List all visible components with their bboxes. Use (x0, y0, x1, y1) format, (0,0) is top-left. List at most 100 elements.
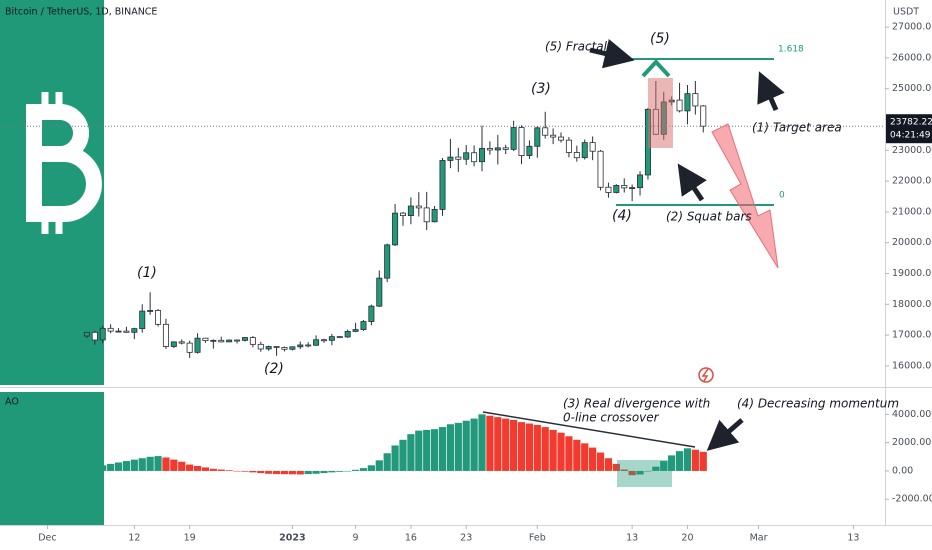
ao-bar (644, 470, 652, 472)
candle-body (83, 331, 90, 337)
candle-body (399, 212, 406, 217)
candle-body (360, 321, 367, 330)
price-box (886, 114, 932, 144)
ao-bar (225, 470, 233, 471)
arrow (706, 418, 744, 451)
candle-body (320, 339, 327, 342)
ao-bar (399, 439, 407, 471)
ao-bar (589, 447, 597, 471)
ao-bar (138, 458, 146, 471)
arrow (757, 71, 785, 112)
ao-bar (375, 460, 383, 471)
candle-body (139, 310, 146, 330)
ao-bar (107, 463, 115, 471)
candle-body (605, 186, 612, 193)
candle-body (313, 339, 320, 346)
y-tick-label: 26000.00 (892, 52, 932, 63)
ao-bar (170, 459, 178, 471)
candle-body (131, 328, 138, 333)
ao-bar (462, 420, 470, 471)
candle-body (218, 339, 225, 343)
candle-body (123, 330, 130, 333)
candle-body (589, 142, 596, 152)
plot: Dec 12 19 2023 9 16 23 Feb 13 20 Mar 13 16000.00 1700… (0, 22, 932, 544)
ao-bar (304, 470, 312, 475)
y-tick-label: 0.00 (892, 465, 913, 476)
candle-body (328, 336, 335, 341)
ao-bar (336, 470, 344, 472)
annotation: (3) (531, 81, 551, 97)
ao-bar (146, 456, 154, 471)
candle-body (368, 305, 375, 322)
candle-body (597, 150, 604, 188)
ao-bar (533, 424, 541, 471)
ao-bar (328, 470, 336, 473)
candle-body (194, 337, 201, 353)
annotation: (3) Real divergence with (563, 397, 710, 411)
ao-bar (486, 415, 494, 471)
candle-body (423, 207, 430, 223)
crossover-highlight (617, 460, 672, 487)
ao-bar (351, 469, 360, 471)
ao-bar (288, 470, 296, 475)
annotation: (2) Squat bars (666, 210, 752, 224)
ao-bar (257, 470, 265, 474)
candle-body (542, 127, 549, 136)
candle-body (455, 156, 462, 160)
ao-bar (217, 469, 225, 471)
ao-bar (296, 470, 304, 475)
ao-bar (391, 445, 399, 471)
fib-label: 0 (779, 191, 785, 201)
ao-bar (557, 432, 565, 471)
candle-body (502, 147, 509, 150)
candle-body (700, 105, 707, 127)
candle-body (439, 160, 446, 210)
candle-body (494, 147, 501, 151)
ao-bar (581, 443, 589, 471)
ao-bar (541, 427, 549, 471)
ao-bar (510, 420, 518, 471)
annotation: (1) Target area (752, 121, 842, 135)
x-tick-label: 23 (460, 533, 472, 544)
x-tick-label: 20 (681, 533, 693, 544)
countdown-label: 04:21:49 (890, 131, 931, 141)
candle-body (676, 99, 683, 112)
x-tick-label: 12 (128, 533, 140, 544)
candle-body (637, 174, 644, 188)
alert-icon (698, 367, 714, 383)
ao-bar (280, 470, 289, 475)
candle-body (99, 327, 106, 341)
ao-bar (99, 465, 107, 471)
x-tick-label: 2023 (279, 533, 305, 544)
candle-body (415, 205, 422, 209)
ao-bar (344, 470, 352, 472)
candle-body (91, 331, 98, 341)
target-arrow (711, 123, 779, 269)
ao-bar (620, 469, 628, 471)
candle-body (621, 185, 628, 189)
candle-body (392, 212, 399, 246)
candle-body (234, 339, 241, 342)
candle-body (407, 205, 414, 217)
ao-bar (446, 424, 455, 471)
x-tick-label: Feb (529, 533, 546, 544)
candle-body (186, 342, 193, 353)
candle-body (147, 310, 154, 312)
candle-body (384, 244, 391, 279)
drawings (482, 38, 785, 487)
ao-bar (683, 448, 692, 471)
ao-bar (312, 470, 320, 474)
candle-body (273, 346, 280, 348)
candle-body (115, 330, 122, 333)
ao-bar (430, 429, 439, 471)
ao-bar (628, 470, 636, 476)
candle-body (486, 148, 493, 151)
ao-bar (241, 470, 249, 472)
ao-bar (675, 451, 684, 471)
y-tick-label: 27000.00 (892, 22, 932, 33)
divergence-line (482, 411, 696, 448)
y-tick-label: 17000.00 (892, 330, 932, 341)
ao-bar (636, 470, 644, 475)
